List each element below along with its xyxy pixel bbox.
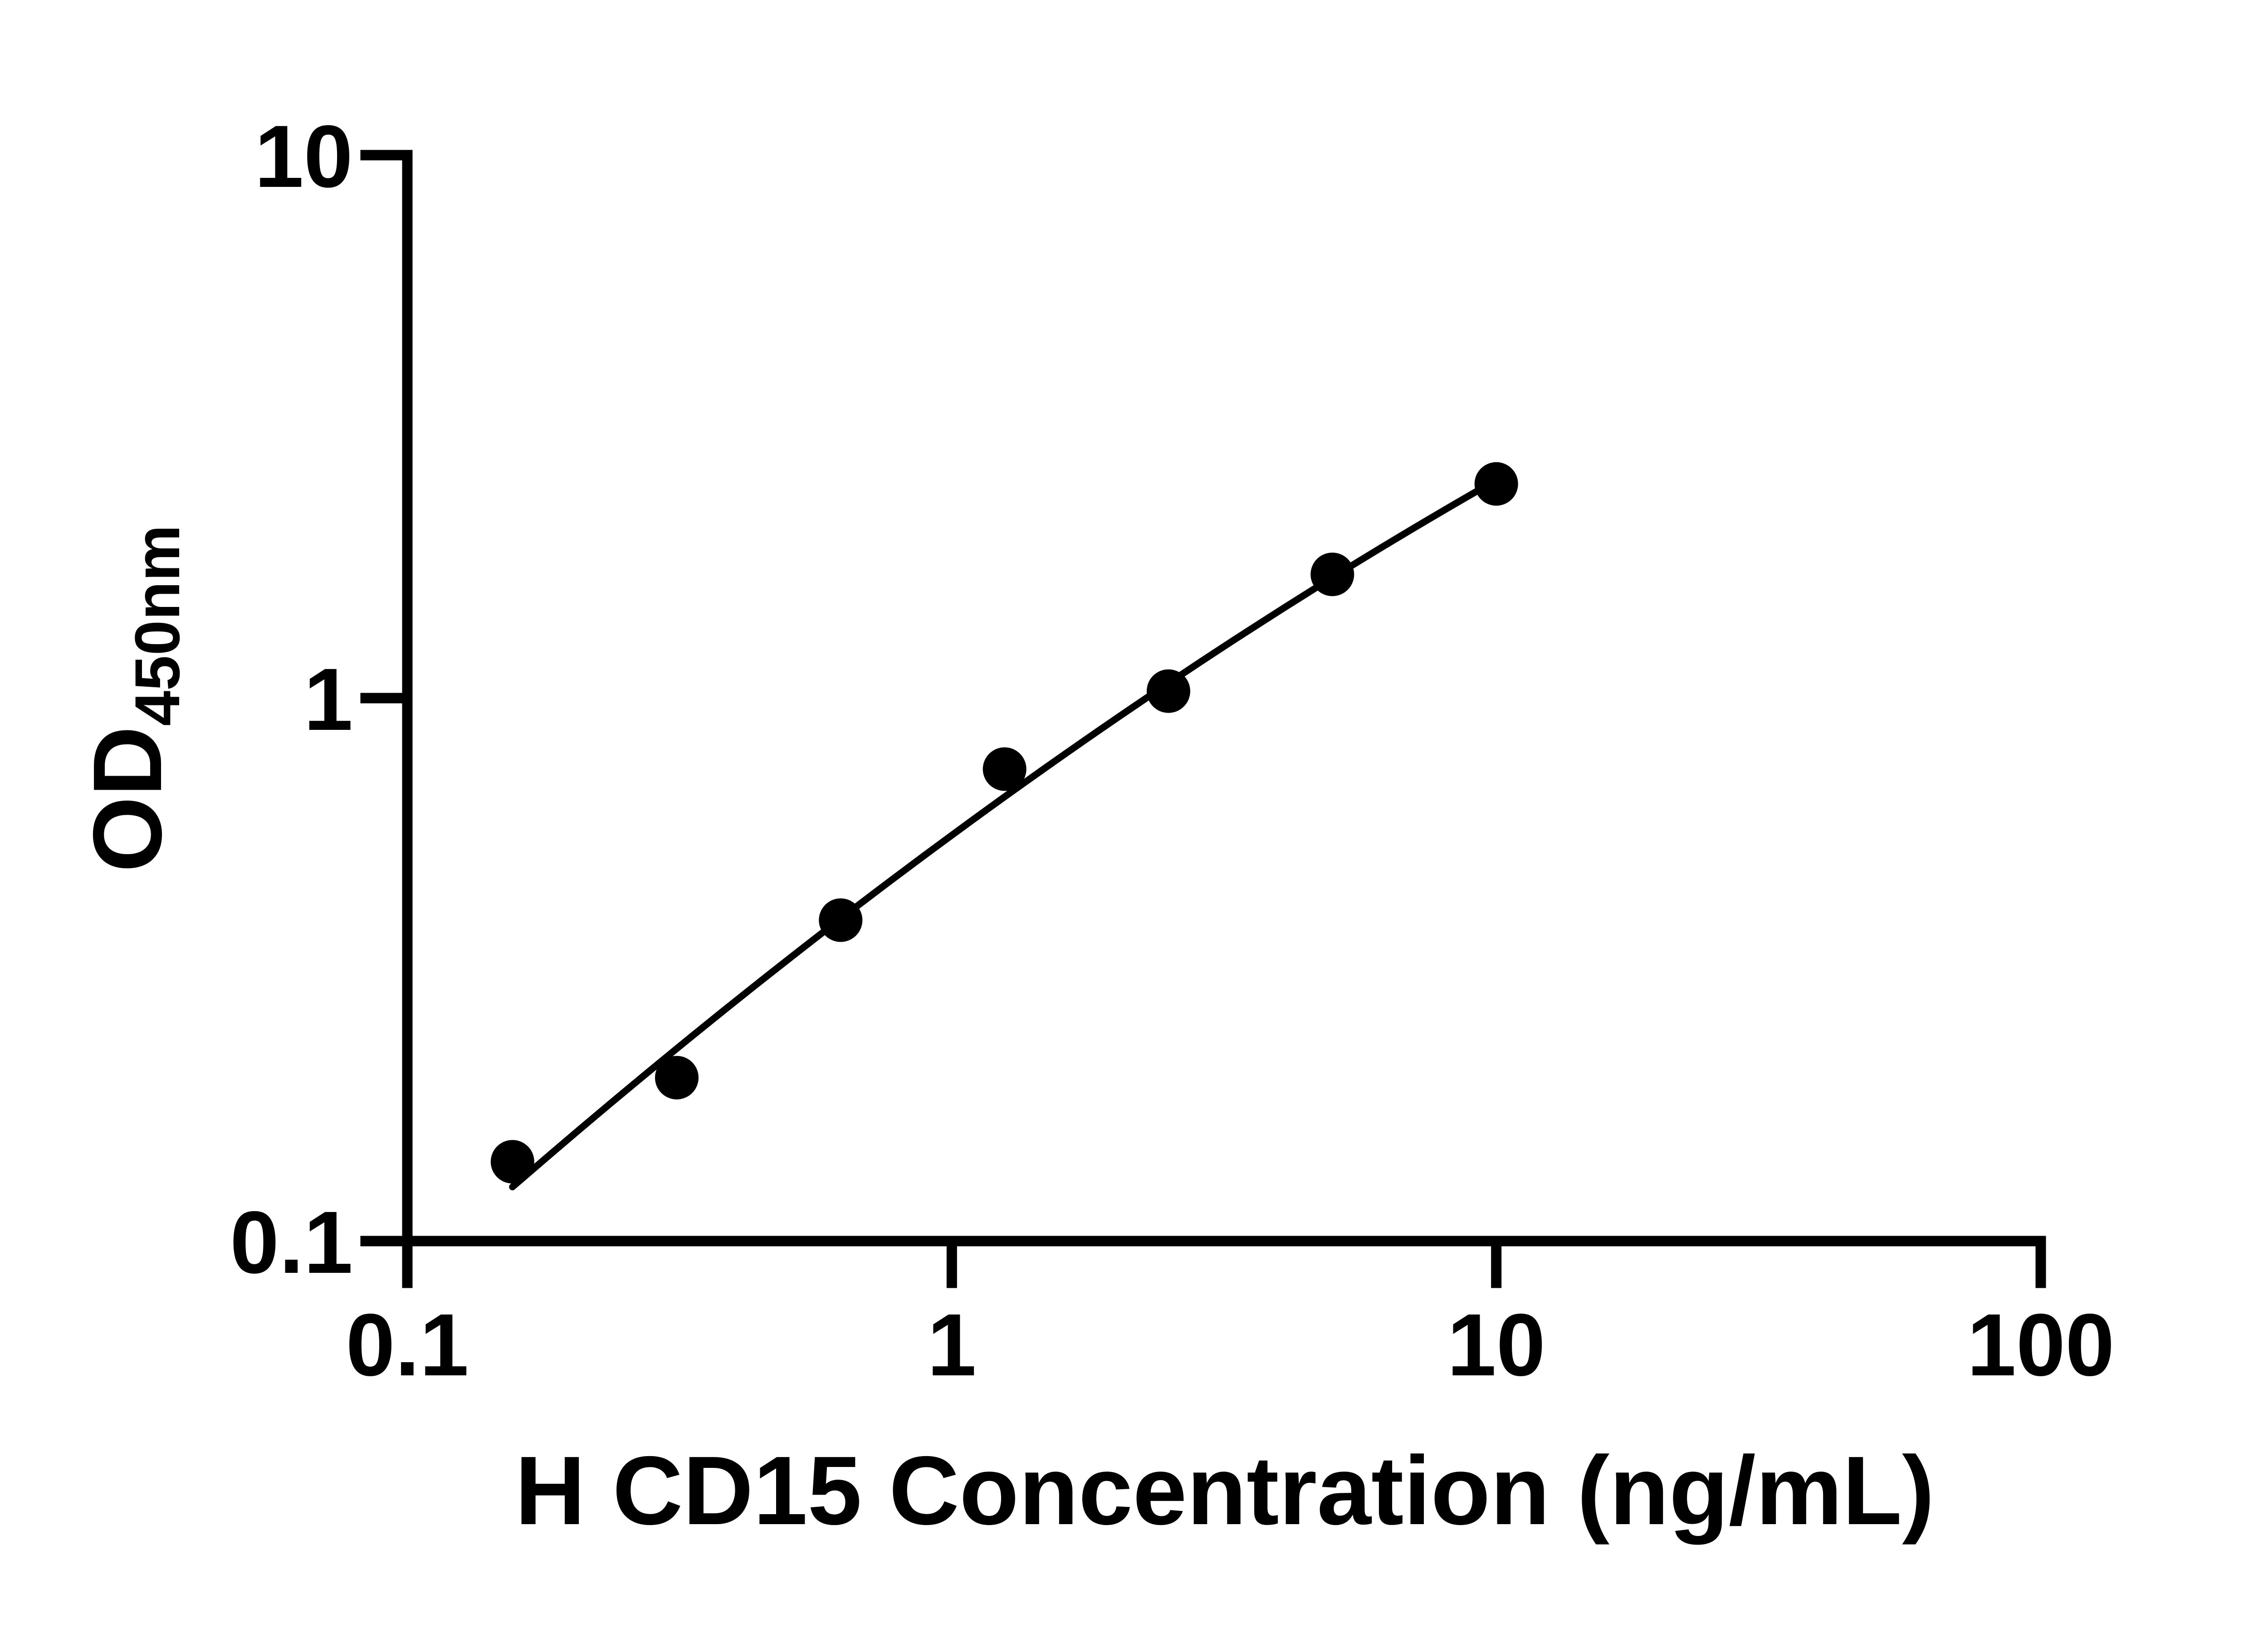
x-tick-label: 1: [927, 1296, 976, 1394]
x-tick-label: 0.1: [346, 1296, 469, 1394]
y-tick-label: 1: [304, 650, 353, 749]
x-axis-title: H CD15 Concentration (ng/mL): [515, 1436, 1934, 1545]
data-point: [490, 1140, 534, 1184]
data-point: [1310, 552, 1354, 596]
y-axis-title-subscript: 450nm: [122, 525, 193, 726]
data-point: [1147, 669, 1190, 713]
y-axis-title-base: OD: [73, 726, 182, 873]
x-tick-label: 100: [1967, 1296, 2114, 1394]
y-tick-label: 10: [254, 107, 353, 206]
data-point: [819, 898, 863, 942]
data-point: [982, 747, 1026, 791]
y-axis-title: OD450nm: [73, 525, 193, 872]
data-point: [1474, 462, 1518, 506]
y-tick-label: 0.1: [230, 1193, 353, 1292]
data-point: [655, 1056, 699, 1100]
x-tick-label: 10: [1447, 1296, 1545, 1394]
series-layer: [490, 462, 1518, 1191]
axes-layer: 0.1 1 10 0.1 1 10 100: [230, 107, 2115, 1394]
